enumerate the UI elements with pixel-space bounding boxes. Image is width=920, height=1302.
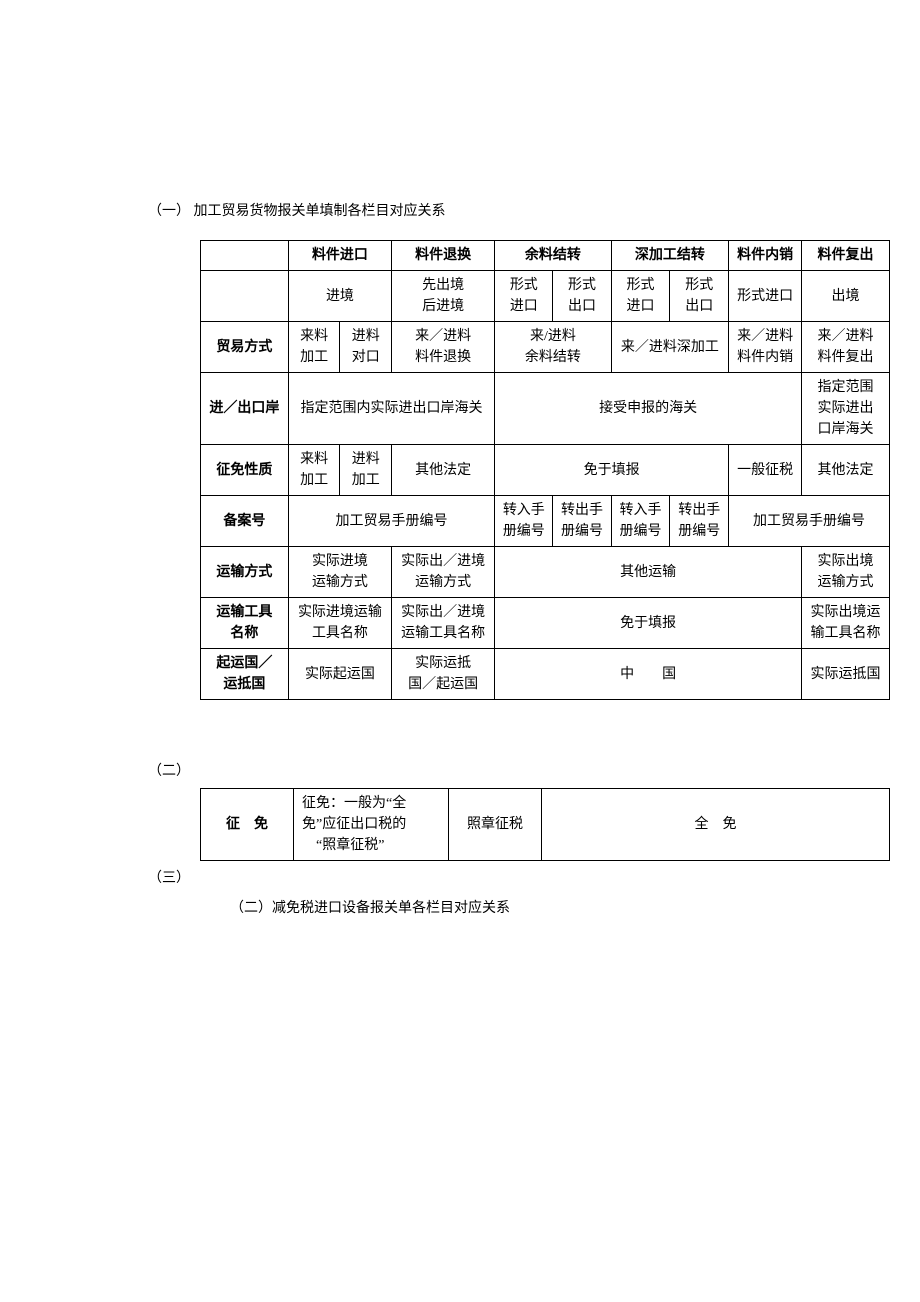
t2-c2: 征免：一般为“全 免”应征出口税的 “照章征税”: [294, 789, 449, 861]
dir-c5: 形式 进口: [611, 271, 670, 322]
t2-c4: 全 免: [542, 789, 890, 861]
dir-c6: 形式 出口: [670, 271, 729, 322]
table-row: 进境 先出境 后进境 形式 进口 形式 出口 形式 进口 形式 出口 形式进口: [201, 271, 890, 322]
table-2-exemption: 征 免 征免：一般为“全 免”应征出口税的 “照章征税” 照章征税 全 免: [200, 788, 890, 861]
port-label: 进／出口岸: [201, 373, 289, 445]
table-row: 起运国／ 运抵国 实际起运国 实际运抵 国／起运国 中 国 实际运抵国: [201, 649, 890, 700]
record-c1: 加工贸易手册编号: [288, 496, 494, 547]
trade-c4: 来/进料 余料结转: [495, 322, 611, 373]
country-c1: 实际起运国: [288, 649, 391, 700]
exempt-c2: 进料 加工: [340, 445, 392, 496]
trade-c3: 来／进料 料件退换: [392, 322, 495, 373]
transport-label: 运输方式: [201, 547, 289, 598]
header-reexport: 料件复出: [802, 241, 890, 271]
table-row: 料件进口 料件退换 余料结转 深加工结转 料件内销 料件复出: [201, 241, 890, 271]
table-row: 征免性质 来料 加工 进料 加工 其他法定 免于填报 一般征税 其他法定: [201, 445, 890, 496]
record-c3: 转出手 册编号: [553, 496, 611, 547]
tool-c3: 免于填报: [495, 598, 802, 649]
port-c2: 接受申报的海关: [495, 373, 802, 445]
document-page: （一） 加工贸易货物报关单填制各栏目对应关系 料件进口 料件退换 余料结转 深加…: [0, 0, 920, 957]
record-c6: 加工贸易手册编号: [729, 496, 890, 547]
trade-c5: 来／进料深加工: [611, 322, 728, 373]
trade-c6: 来／进料 料件内销: [729, 322, 802, 373]
t2-c3: 照章征税: [449, 789, 542, 861]
dir-blank: [201, 271, 289, 322]
dir-c1: 进境: [288, 271, 391, 322]
t2-c1: 征 免: [201, 789, 294, 861]
table-row: 贸易方式 来料 加工 进料 对口 来／进料 料件退换 来/进料 余料结转 来／进…: [201, 322, 890, 373]
dir-c7: 形式进口: [729, 271, 802, 322]
trade-label: 贸易方式: [201, 322, 289, 373]
transport-c4: 实际出境 运输方式: [802, 547, 890, 598]
port-c1: 指定范围内实际进出口岸海关: [288, 373, 494, 445]
section-1-title: （一） 加工贸易货物报关单填制各栏目对应关系: [148, 200, 780, 220]
section-2-label: （二）: [148, 760, 780, 780]
header-return: 料件退换: [392, 241, 495, 271]
record-c2: 转入手 册编号: [495, 496, 553, 547]
country-label: 起运国／ 运抵国: [201, 649, 289, 700]
table-row: 进／出口岸 指定范围内实际进出口岸海关 接受申报的海关 指定范围 实际进出 口岸…: [201, 373, 890, 445]
record-c5: 转出手 册编号: [670, 496, 729, 547]
header-blank: [201, 241, 289, 271]
dir-c2: 先出境 后进境: [392, 271, 495, 322]
table-row: 备案号 加工贸易手册编号 转入手 册编号 转出手 册编号 转入手 册编号 转出手…: [201, 496, 890, 547]
table-1-processing-trade: 料件进口 料件退换 余料结转 深加工结转 料件内销 料件复出 进境 先出境 后进…: [200, 240, 890, 700]
country-c4: 实际运抵国: [802, 649, 890, 700]
table-row: 运输工具 名称 实际进境运输 工具名称 实际出／进境 运输工具名称 免于填报 实…: [201, 598, 890, 649]
header-deep: 深加工结转: [611, 241, 728, 271]
port-c3: 指定范围 实际进出 口岸海关: [802, 373, 890, 445]
transport-c1: 实际进境 运输方式: [288, 547, 391, 598]
dir-c3: 形式 进口: [495, 271, 553, 322]
header-import: 料件进口: [288, 241, 391, 271]
section-3-label: （三）: [148, 867, 780, 887]
dir-c8: 出境: [802, 271, 890, 322]
country-c2: 实际运抵 国／起运国: [392, 649, 495, 700]
exempt-c6: 其他法定: [802, 445, 890, 496]
record-c4: 转入手 册编号: [611, 496, 670, 547]
transport-c2: 实际出／进境 运输方式: [392, 547, 495, 598]
trade-c2: 进料 对口: [340, 322, 392, 373]
exempt-c3: 其他法定: [392, 445, 495, 496]
tool-c2: 实际出／进境 运输工具名称: [392, 598, 495, 649]
record-label: 备案号: [201, 496, 289, 547]
exempt-label: 征免性质: [201, 445, 289, 496]
table-row: 运输方式 实际进境 运输方式 实际出／进境 运输方式 其他运输 实际出境 运输方…: [201, 547, 890, 598]
header-domestic: 料件内销: [729, 241, 802, 271]
trade-c1: 来料 加工: [288, 322, 340, 373]
tool-c4: 实际出境运 输工具名称: [802, 598, 890, 649]
exempt-c4: 免于填报: [495, 445, 729, 496]
tool-c1: 实际进境运输 工具名称: [288, 598, 391, 649]
header-leftover: 余料结转: [495, 241, 611, 271]
trade-c7: 来／进料 料件复出: [802, 322, 890, 373]
table-row: 征 免 征免：一般为“全 免”应征出口税的 “照章征税” 照章征税 全 免: [201, 789, 890, 861]
exempt-c1: 来料 加工: [288, 445, 340, 496]
tool-label: 运输工具 名称: [201, 598, 289, 649]
section-3-subtitle: （二）减免税进口设备报关单各栏目对应关系: [230, 897, 780, 917]
transport-c3: 其他运输: [495, 547, 802, 598]
dir-c4: 形式 出口: [553, 271, 611, 322]
country-c3: 中 国: [495, 649, 802, 700]
exempt-c5: 一般征税: [729, 445, 802, 496]
